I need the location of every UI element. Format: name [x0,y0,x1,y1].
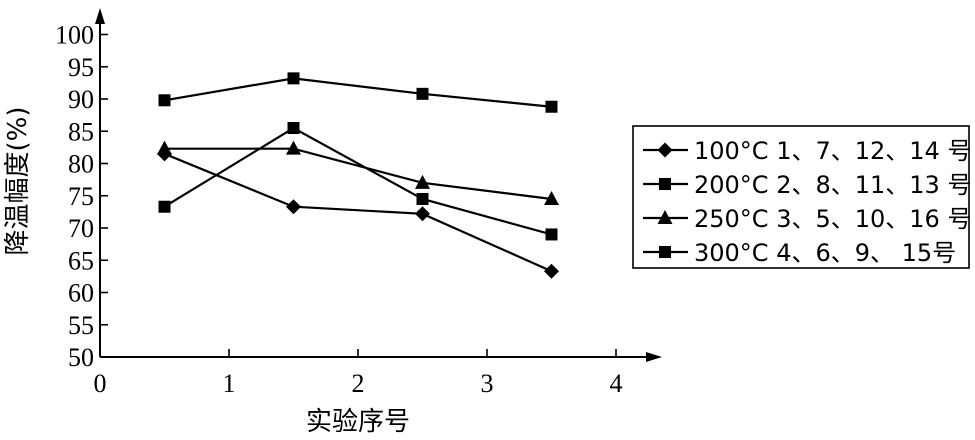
series-3 [157,140,559,205]
legend-marker-square [659,246,671,258]
series-group [157,72,559,279]
x-axis-arrow-icon [646,352,662,362]
data-point-diamond [415,206,430,222]
y-tick-label: 75 [68,182,94,211]
data-point-square [158,200,171,213]
y-axis-label: 降温幅度(%) [3,107,33,256]
legend-label: 300°C 4、6、9、 15号 [694,239,956,267]
data-point-triangle [415,174,430,189]
series-line [164,152,552,273]
legend-item: 100°C 1、7、12、14 号 [643,137,971,165]
series-4 [158,72,558,113]
data-point-diamond [544,263,559,279]
data-point-triangle [157,140,172,155]
legend-item: 200°C 2、8、11、13 号 [643,171,971,199]
legend-label: 200°C 2、8、11、13 号 [694,171,971,199]
data-point-square [545,228,558,241]
data-point-square [545,100,558,113]
y-tick-label: 50 [68,343,94,372]
y-tick-label: 85 [68,117,94,146]
axes [95,8,662,362]
legend-label: 250°C 3、5、10、16 号 [694,205,971,233]
x-ticks: 0 1 2 3 4 [94,349,623,398]
legend-item: 300°C 4、6、9、 15号 [643,239,956,267]
y-tick-label: 95 [68,53,94,82]
x-tick-label: 3 [481,369,494,398]
y-tick-label: 60 [68,279,94,308]
x-axis-label: 实验序号 [306,407,410,437]
series-line [163,126,552,236]
data-point-triangle [544,190,559,205]
y-ticks: 50 55 60 65 70 75 80 85 90 95 100 [55,21,108,372]
y-tick-label: 80 [68,150,94,179]
y-tick-label: 55 [68,311,94,340]
y-tick-label: 100 [55,21,94,50]
data-point-square [416,192,429,205]
legend-marker-diamond [657,142,673,158]
x-tick-label: 4 [610,369,623,398]
x-tick-label: 1 [223,369,236,398]
legend-box [632,125,970,269]
legend-label: 100°C 1、7、12、14 号 [694,137,971,165]
data-point-square [287,72,300,85]
y-tick-label: 65 [68,246,94,275]
y-tick-label: 90 [68,85,94,114]
y-tick-label: 70 [68,214,94,243]
legend-marker-triangle [657,210,673,224]
x-tick-label: 0 [94,369,107,398]
data-point-diamond [286,199,301,215]
series-line [164,77,552,108]
x-tick-label: 2 [352,369,365,398]
data-point-triangle [286,140,301,155]
series-2 [158,122,558,241]
legend-item: 250°C 3、5、10、16 号 [643,205,971,233]
y-axis-arrow-icon [95,8,105,24]
data-point-square [287,122,300,135]
series-line [164,147,552,201]
data-point-square [416,87,429,100]
legend-marker-square [659,178,671,190]
data-point-square [158,94,171,107]
legend: 100°C 1、7、12、14 号 200°C 2、8、11、13 号 250°C … [632,125,971,269]
